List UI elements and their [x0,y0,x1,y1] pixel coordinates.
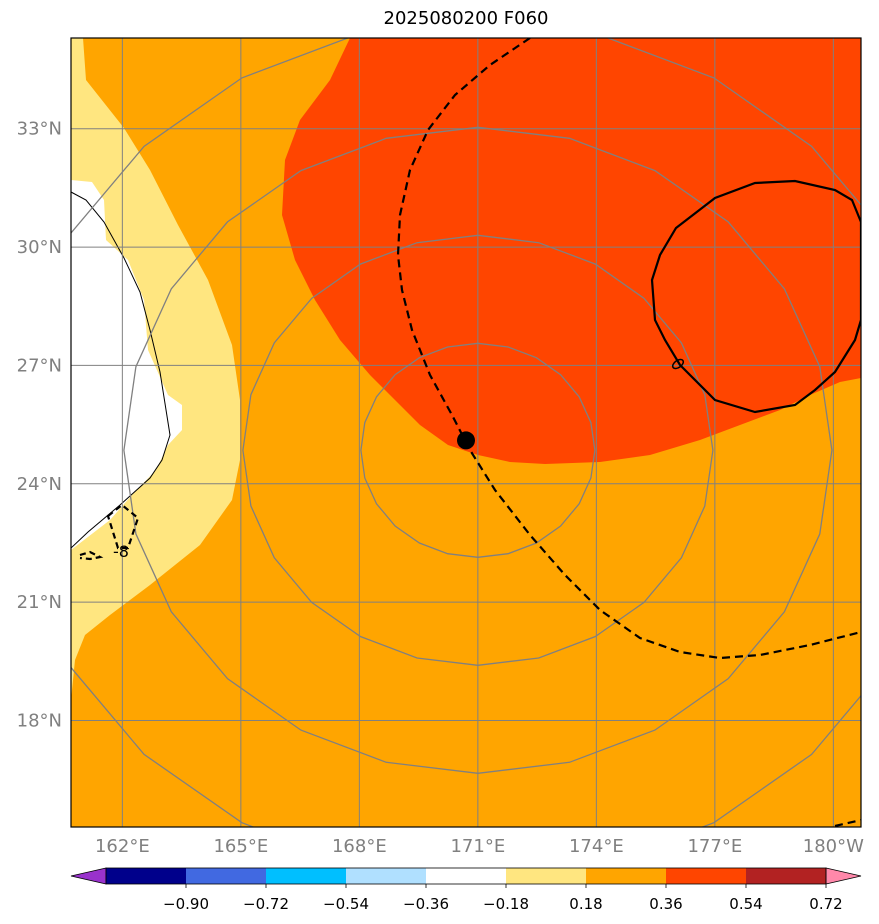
colorbar-tick-labels: −0.90 −0.72 −0.54 −0.36 −0.18 0.18 0.36 0.54 0.7… [163,884,843,913]
colorbar-label: −0.54 [323,895,369,913]
dashed-contour-south [834,818,861,827]
small-dashed-contour-2 [79,550,104,561]
range-ring [71,38,861,827]
latitude-label: 18°N [17,710,62,731]
storm-center-marker [457,431,475,450]
colorbar-label: 0.18 [569,895,602,913]
latitude-label: 30°N [17,237,62,258]
small-contour [671,358,685,370]
colorbar-segment [586,868,667,884]
dashed-contour [396,38,861,660]
colorbar-label: 0.54 [729,895,762,913]
longitude-label: 180°W [803,836,864,857]
longitude-label: 171°E [450,836,505,857]
colorbar-segment [666,868,747,884]
colorbar-segment [346,868,427,884]
solid-contour [650,179,861,414]
colorbar-segment [506,868,587,884]
colorbar-segment [186,868,267,884]
colorbar-label: 0.72 [809,895,842,913]
coastline [71,191,171,549]
colorbar-label: 0.36 [649,895,682,913]
latitude-label: 33°N [17,119,62,140]
range-ring [242,234,714,666]
colorbar-label: −0.18 [483,895,529,913]
colorbar-frame [105,867,827,885]
colorbar-segment [746,868,827,884]
range-ring [123,126,833,774]
latitude-label: 27°N [17,355,62,376]
colorbar-label: −0.36 [403,895,449,913]
longitude-label: 162°E [95,836,150,857]
colorbar-segment [266,868,347,884]
small-dashed-contour [106,503,140,550]
longitude-label: 165°E [213,836,268,857]
colorbar-segment [106,868,187,884]
longitude-label: 177°E [687,836,742,857]
colorbar-extend-low [70,867,107,885]
colorbar-segment [426,868,507,884]
colorbar-label: −0.90 [163,895,209,913]
lat-lon-grid [71,38,861,827]
latitude-tick-labels: 18°N 21°N 24°N 27°N 30°N 33°N [17,119,62,732]
latitude-label: 24°N [17,474,62,495]
longitude-label: 174°E [569,836,624,857]
map-title: 2025080200 F060 [383,8,549,29]
map-frame [70,37,862,828]
colorbar-label: −0.72 [243,895,289,913]
colorbar-extend-high [825,867,862,885]
latitude-label: 21°N [17,592,62,613]
contour-label: -8 [113,542,129,561]
longitude-label: 168°E [332,836,387,857]
colorbar [70,867,862,885]
fill-high-region [282,38,861,464]
map-panel: -8 [71,38,861,827]
longitude-tick-labels: 162°E 165°E 168°E 171°E 174°E 177°E 180°W [95,836,864,857]
